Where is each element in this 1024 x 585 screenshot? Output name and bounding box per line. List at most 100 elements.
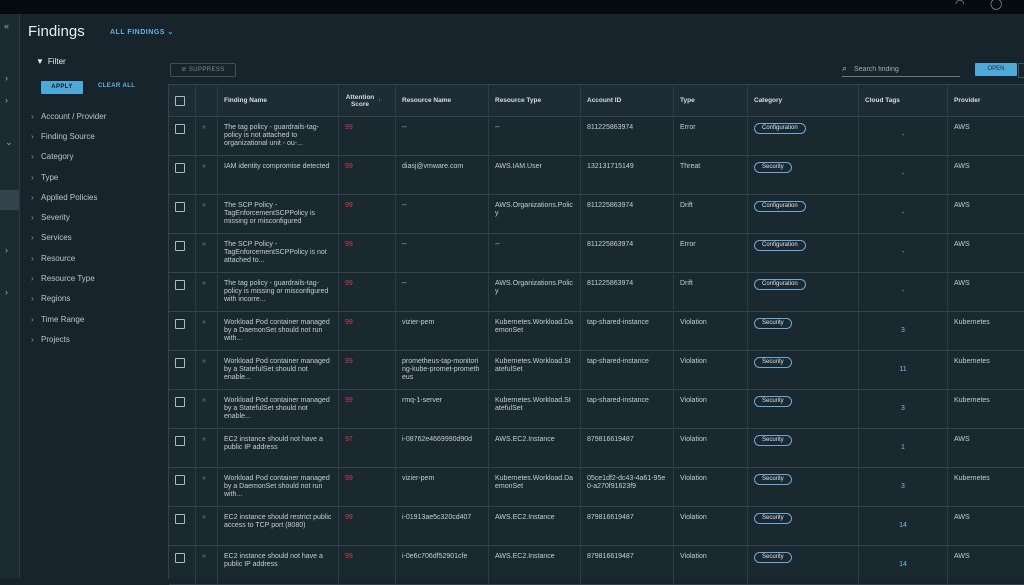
table-row[interactable]: » Workload Pod container managed by a Sta… <box>169 389 1024 429</box>
finding-name-link[interactable]: Workload Pod container managed by a Stat… <box>224 358 330 381</box>
cloud-tags-count[interactable]: - <box>901 288 905 295</box>
finding-name-link[interactable]: Workload Pod container managed by a Daem… <box>224 319 330 342</box>
row-checkbox[interactable] <box>175 319 185 329</box>
row-checkbox[interactable] <box>175 436 185 446</box>
column-header-provider[interactable]: Provider <box>947 85 1024 116</box>
cloud-tags-count[interactable]: 14 <box>899 522 907 529</box>
cloud-tags-count[interactable]: - <box>901 132 905 139</box>
expand-row-icon[interactable]: » <box>202 475 206 482</box>
expand-row-icon[interactable]: » <box>202 319 206 326</box>
filter-item-category[interactable]: › Category <box>31 152 74 162</box>
view-selector-dropdown[interactable]: ALL FINDINGS ⌄ <box>110 29 174 36</box>
expand-row-icon[interactable]: » <box>202 358 206 365</box>
table-row[interactable]: » EC2 instance should not have a public I… <box>169 428 1024 468</box>
finding-name-link[interactable]: EC2 instance should restrict public acce… <box>224 514 332 529</box>
provider-value: Kubernetes <box>954 397 990 404</box>
cell-resource: -- <box>395 194 488 233</box>
column-header-category[interactable]: Category <box>747 85 858 116</box>
filter-item-finding-source[interactable]: › Finding Source <box>31 131 95 141</box>
rail-chevron-icon[interactable]: › <box>5 287 8 297</box>
expand-row-icon[interactable]: » <box>202 436 206 443</box>
clear-all-button[interactable]: CLEAR ALL <box>98 83 136 89</box>
filter-item-resource-type[interactable]: › Resource Type <box>31 274 95 284</box>
table-row[interactable]: » EC2 instance should not have a public I… <box>169 545 1024 585</box>
filter-item-time-range[interactable]: › Time Range <box>31 314 85 324</box>
table-row[interactable]: » The tag policy - guardrails-tag-policy … <box>169 272 1024 312</box>
filter-item-type[interactable]: › Type <box>31 172 59 182</box>
row-checkbox[interactable] <box>175 202 185 212</box>
column-header-account-id[interactable]: Account ID <box>580 85 673 116</box>
cloud-tags-count[interactable]: 3 <box>901 483 905 490</box>
row-checkbox[interactable] <box>175 241 185 251</box>
table-row[interactable]: » Workload Pod container managed by a Sta… <box>169 350 1024 390</box>
column-header-type[interactable]: Type <box>673 85 747 116</box>
table-row[interactable]: » The SCP Policy - TagEnforcementSCPPolic… <box>169 233 1024 273</box>
finding-name-link[interactable]: The SCP Policy - TagEnforcementSCPPolicy… <box>224 202 316 225</box>
filter-item-applied-policies[interactable]: › Applied Policies <box>31 192 98 202</box>
cloud-tags-count[interactable]: - <box>901 210 905 217</box>
rail-chevron-icon[interactable]: › <box>5 73 8 83</box>
expand-row-icon[interactable]: » <box>202 202 206 209</box>
expand-row-icon[interactable]: » <box>202 124 206 131</box>
rail-selected-item[interactable] <box>0 190 19 210</box>
cloud-tags-count[interactable]: 11 <box>899 366 907 373</box>
cloud-tags-count[interactable]: - <box>901 249 905 256</box>
column-header-resource-type[interactable]: Resource Type <box>488 85 580 116</box>
select-all-checkbox[interactable] <box>175 95 185 106</box>
finding-name-link[interactable]: EC2 instance should not have a public IP… <box>224 436 323 451</box>
settings-icon[interactable]: ◯ <box>990 0 1003 10</box>
finding-name-link[interactable]: EC2 instance should not have a public IP… <box>224 553 323 568</box>
column-header-attention-score[interactable]: Attention Score ↓ <box>338 85 395 116</box>
table-row[interactable]: » Workload Pod container managed by a Dae… <box>169 311 1024 351</box>
row-checkbox[interactable] <box>175 514 185 524</box>
column-header-cloud-tags[interactable]: Cloud Tags <box>858 85 947 116</box>
help-icon[interactable]: ◠ <box>955 0 965 10</box>
table-row[interactable]: » IAM identity compromise detected 99 diasj… <box>169 155 1024 195</box>
finding-name-link[interactable]: Workload Pod container managed by a Stat… <box>224 397 330 420</box>
table-row[interactable]: » EC2 instance should restrict public acc… <box>169 506 1024 546</box>
expand-row-icon[interactable]: » <box>202 241 206 248</box>
row-checkbox[interactable] <box>175 358 185 368</box>
rail-chevron-icon[interactable]: › <box>5 95 8 105</box>
finding-name-link[interactable]: The tag policy - guardrails-tag-policy i… <box>224 124 319 147</box>
toggle-segment[interactable] <box>1018 63 1024 78</box>
table-row[interactable]: » The SCP Policy - TagEnforcementSCPPolic… <box>169 194 1024 234</box>
finding-name-link[interactable]: The SCP Policy - TagEnforcementSCPPolicy… <box>224 241 327 264</box>
suppress-button[interactable]: ⊘ SUPPRESS <box>170 63 236 77</box>
filter-item-projects[interactable]: › Projects <box>31 334 70 344</box>
expand-row-icon[interactable]: » <box>202 553 206 560</box>
filter-item-services[interactable]: › Services <box>31 233 72 243</box>
search-input[interactable] <box>854 63 958 75</box>
row-checkbox[interactable] <box>175 124 185 134</box>
expand-row-icon[interactable]: » <box>202 397 206 404</box>
cloud-tags-count[interactable]: 14 <box>899 561 907 568</box>
table-row[interactable]: » Workload Pod container managed by a Dae… <box>169 467 1024 507</box>
row-checkbox[interactable] <box>175 397 185 407</box>
filter-item-account-provider[interactable]: › Account / Provider <box>31 111 107 121</box>
finding-name-link[interactable]: The tag policy - guardrails-tag-policy i… <box>224 280 329 303</box>
finding-name-link[interactable]: IAM identity compromise detected <box>224 163 330 170</box>
cloud-tags-count[interactable]: - <box>901 171 905 178</box>
row-checkbox[interactable] <box>175 553 185 563</box>
column-header-resource-name[interactable]: Resource Name <box>395 85 488 116</box>
column-header-finding-name[interactable]: Finding Name <box>217 85 338 116</box>
cloud-tags-count[interactable]: 1 <box>901 444 905 451</box>
expand-row-icon[interactable]: » <box>202 163 206 170</box>
filter-item-severity[interactable]: › Severity <box>31 213 70 223</box>
table-row[interactable]: » The tag policy - guardrails-tag-policy … <box>169 116 1024 156</box>
finding-name-link[interactable]: Workload Pod container managed by a Daem… <box>224 475 330 498</box>
row-checkbox[interactable] <box>175 475 185 485</box>
open-filter-button[interactable]: OPEN <box>975 63 1017 76</box>
filter-item-resource[interactable]: › Resource <box>31 253 76 263</box>
rail-chevron-down-icon[interactable]: ⌄ <box>5 137 13 147</box>
row-checkbox[interactable] <box>175 280 185 290</box>
collapse-nav-icon[interactable]: « <box>4 21 10 31</box>
rail-chevron-icon[interactable]: › <box>5 245 8 255</box>
filter-item-regions[interactable]: › Regions <box>31 294 71 304</box>
cloud-tags-count[interactable]: 3 <box>901 327 905 334</box>
cloud-tags-count[interactable]: 3 <box>901 405 905 412</box>
row-checkbox[interactable] <box>175 163 185 173</box>
expand-row-icon[interactable]: » <box>202 280 206 287</box>
apply-button[interactable]: APPLY <box>41 81 83 94</box>
expand-row-icon[interactable]: » <box>202 514 206 521</box>
